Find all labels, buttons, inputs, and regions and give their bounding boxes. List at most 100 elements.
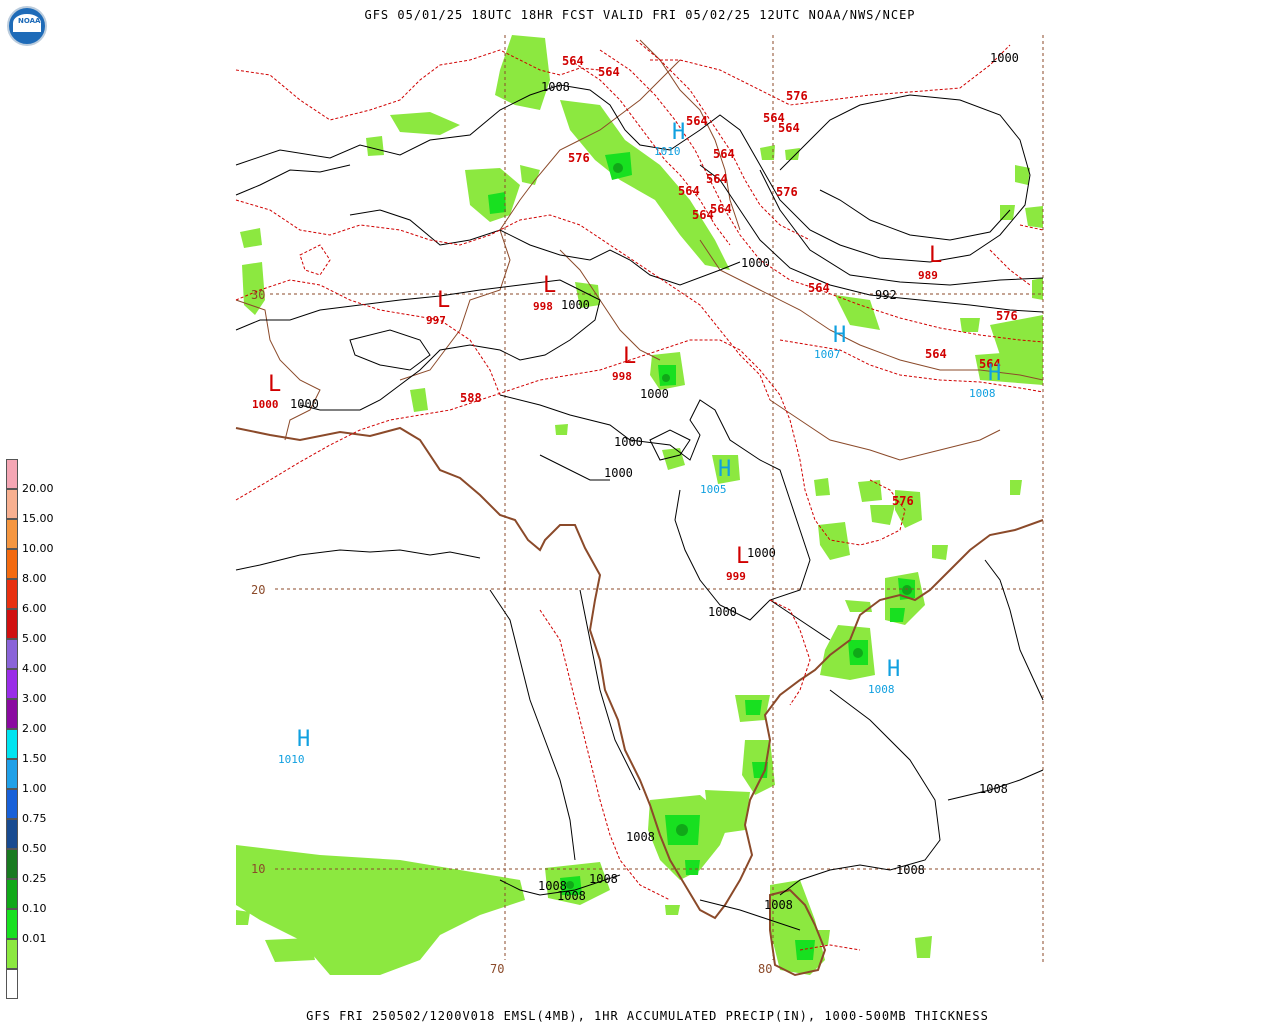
logo-text: NOAA xyxy=(18,17,41,25)
legend-swatch xyxy=(6,819,18,849)
isobar-label: 1000 xyxy=(561,298,590,312)
isobar-label: 1008 xyxy=(541,80,570,94)
svg-text:H: H xyxy=(718,457,731,482)
thickness-label: 564 xyxy=(692,208,714,222)
svg-text:1008: 1008 xyxy=(969,387,996,400)
thickness-label: 564 xyxy=(706,172,728,186)
isobar-label: 1008 xyxy=(979,782,1008,796)
svg-text:1005: 1005 xyxy=(700,483,727,496)
legend-label: 0.10 xyxy=(22,902,47,915)
pressure-centers: L 997 L 998 L 998 L 999 L 989 L 1000 H 1… xyxy=(252,120,1001,766)
thickness-label: 576 xyxy=(892,494,914,508)
coastline xyxy=(235,426,1044,977)
thickness-label: 564 xyxy=(710,202,732,216)
legend-label: 2.00 xyxy=(22,722,47,735)
legend-swatch xyxy=(6,489,18,519)
svg-text:998: 998 xyxy=(533,300,553,313)
thickness-label: 588 xyxy=(460,391,482,405)
precip-core xyxy=(566,163,912,889)
thickness-label: 576 xyxy=(786,89,808,103)
svg-text:L: L xyxy=(929,243,942,268)
thickness-contours xyxy=(235,39,1044,951)
isobar-label: 1000 xyxy=(741,256,770,270)
high-center: H 1005 xyxy=(700,457,731,496)
high-center: H 1010 xyxy=(278,727,310,766)
lon-label-80: 80 xyxy=(758,962,772,976)
svg-text:L: L xyxy=(543,273,556,298)
low-center: L 989 xyxy=(918,243,942,282)
svg-text:H: H xyxy=(297,727,310,752)
legend-label: 0.25 xyxy=(22,872,47,885)
isobar-label: 1008 xyxy=(764,898,793,912)
legend-swatch xyxy=(6,639,18,669)
isobar-label: 1000 xyxy=(708,605,737,619)
legend-swatch xyxy=(6,699,18,729)
latlon-grid xyxy=(270,35,1044,965)
svg-text:L: L xyxy=(736,544,749,569)
legend-swatch xyxy=(6,519,18,549)
isobar-label: 992 xyxy=(875,288,897,302)
legend-swatch xyxy=(6,729,18,759)
isobar-label: 1008 xyxy=(538,879,567,893)
svg-text:H: H xyxy=(833,323,846,348)
legend-label: 10.00 xyxy=(22,542,54,555)
thickness-label: 576 xyxy=(568,151,590,165)
noaa-logo: NOAA xyxy=(7,6,47,46)
legend-label: 8.00 xyxy=(22,572,47,585)
legend-swatch xyxy=(6,879,18,909)
map-caption: GFS FRI 250502/1200V018 EMSL(4MB), 1HR A… xyxy=(306,1009,989,1023)
thickness-label: 564 xyxy=(763,111,785,125)
legend-swatch xyxy=(6,789,18,819)
svg-text:997: 997 xyxy=(426,314,446,327)
thickness-label: 564 xyxy=(686,114,708,128)
low-center: L 998 xyxy=(612,344,636,383)
legend-swatch xyxy=(6,579,18,609)
legend-swatch xyxy=(6,909,18,939)
legend-label: 5.00 xyxy=(22,632,47,645)
isobar-label: 1000 xyxy=(990,51,1019,65)
legend-swatch xyxy=(6,849,18,879)
legend-label: 3.00 xyxy=(22,692,47,705)
svg-text:998: 998 xyxy=(612,370,632,383)
lat-label-20: 20 xyxy=(251,583,265,597)
legend-label: 0.50 xyxy=(22,842,47,855)
thickness-label: 564 xyxy=(678,184,700,198)
legend-label: 0.01 xyxy=(22,932,47,945)
svg-text:999: 999 xyxy=(726,570,746,583)
isobars xyxy=(235,84,1044,931)
legend-label: 4.00 xyxy=(22,662,47,675)
legend-swatch xyxy=(6,669,18,699)
svg-text:H: H xyxy=(672,120,685,145)
isobar-label: 1008 xyxy=(589,872,618,886)
isobar-labels: 1000 1008 1000 1000 1000 1000 1000 1000 … xyxy=(290,51,1019,912)
isobar-label: 1000 xyxy=(640,387,669,401)
thickness-label: 576 xyxy=(996,309,1018,323)
isobar-label: 1000 xyxy=(290,397,319,411)
lat-label-10: 10 xyxy=(251,862,265,876)
svg-text:H: H xyxy=(988,361,1001,386)
svg-text:L: L xyxy=(437,288,450,313)
legend-label: 15.00 xyxy=(22,512,54,525)
svg-text:H: H xyxy=(887,657,900,682)
high-center: H 1007 xyxy=(814,323,846,361)
svg-text:1010: 1010 xyxy=(654,145,681,158)
legend-label: 20.00 xyxy=(22,482,54,495)
lon-label-70: 70 xyxy=(490,962,504,976)
high-center: H 1010 xyxy=(654,120,685,158)
legend-swatch xyxy=(6,609,18,639)
svg-text:L: L xyxy=(623,344,636,369)
svg-text:989: 989 xyxy=(918,269,938,282)
legend-swatch xyxy=(6,549,18,579)
thickness-label: 576 xyxy=(776,185,798,199)
legend-label: 1.00 xyxy=(22,782,47,795)
legend-label: 6.00 xyxy=(22,602,47,615)
isobar-label: 1008 xyxy=(557,889,586,903)
legend-label: 0.75 xyxy=(22,812,47,825)
low-center: L 997 xyxy=(426,288,450,327)
thickness-label: 564 xyxy=(562,54,584,68)
thickness-label: 564 xyxy=(925,347,947,361)
svg-text:L: L xyxy=(268,372,281,397)
isobar-label: 1000 xyxy=(614,435,643,449)
legend-swatch xyxy=(6,939,18,969)
thickness-labels: 564 564 576 564 564 576 564 564 564 564 … xyxy=(460,54,1018,508)
